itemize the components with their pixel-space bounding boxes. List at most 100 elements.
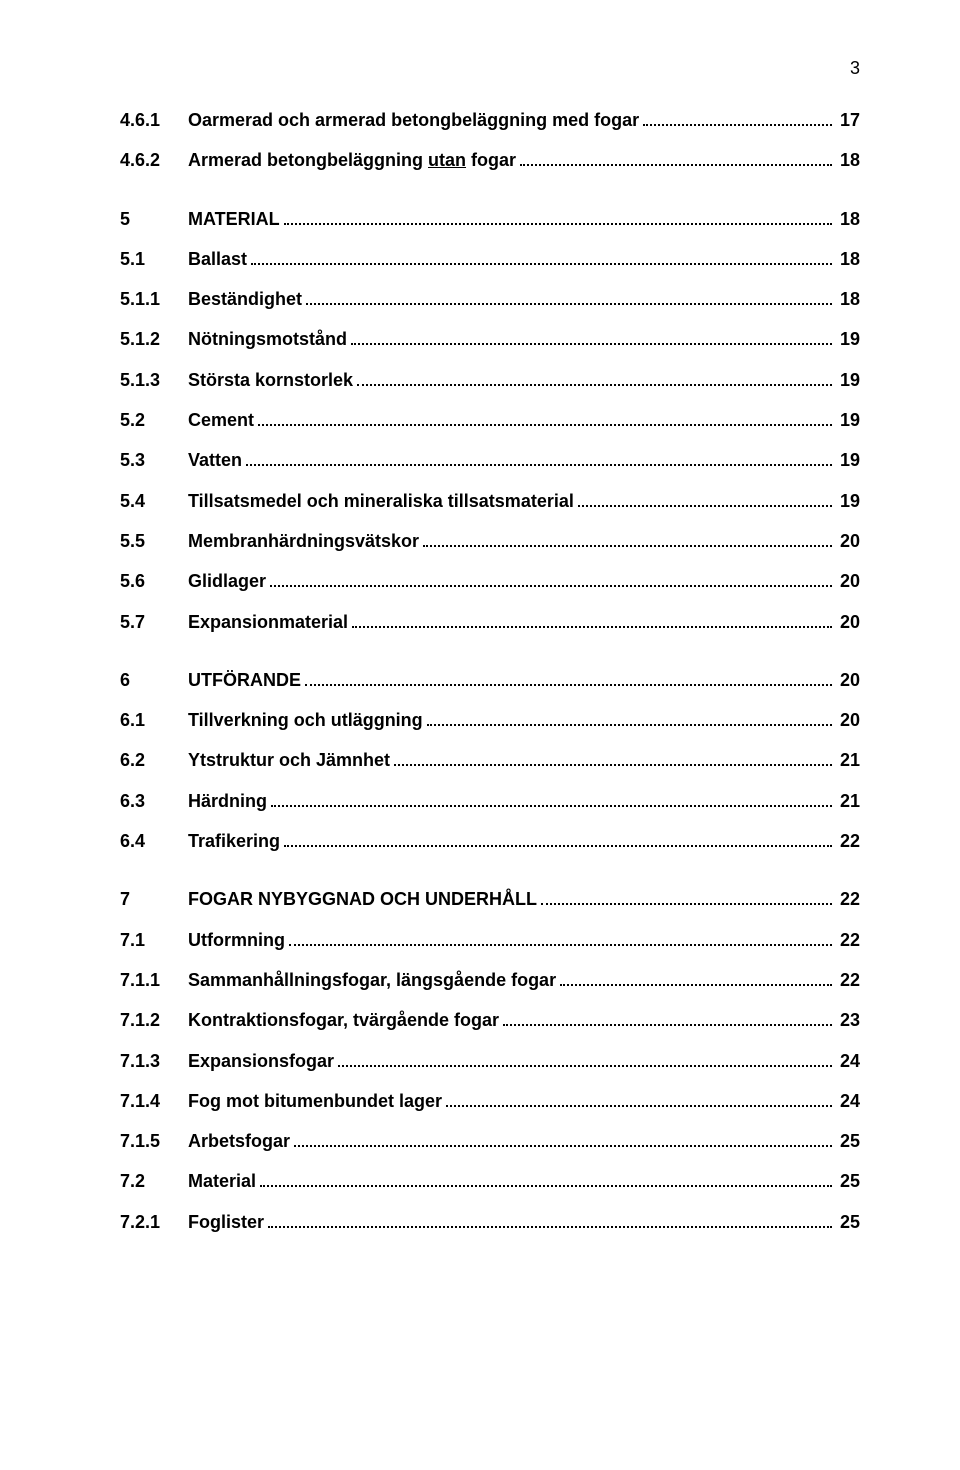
toc-title: Vatten [188, 448, 242, 472]
toc-number: 4.6.1 [120, 108, 188, 132]
toc-leader-dots [503, 1014, 832, 1026]
toc-leader-dots [289, 934, 832, 946]
toc-entry: 4.6.1Oarmerad och armerad betongbeläggni… [120, 108, 860, 132]
toc-page: 20 [836, 708, 860, 732]
toc-title: Ballast [188, 247, 247, 271]
toc-entry: 5.1.3Största kornstorlek 19 [120, 368, 860, 392]
toc-number: 6 [120, 668, 188, 692]
toc-entry: 7.1.4Fog mot bitumenbundet lager24 [120, 1089, 860, 1113]
toc-number: 7 [120, 887, 188, 911]
toc-title: Tillsatsmedel och mineraliska tillsatsma… [188, 489, 574, 513]
toc-entry: 7.1Utformning 22 [120, 928, 860, 952]
document-page: 3 4.6.1Oarmerad och armerad betongbelägg… [0, 0, 960, 1470]
toc-title: Oarmerad och armerad betongbeläggning me… [188, 108, 639, 132]
toc-leader-dots [270, 575, 832, 587]
toc-title: Expansionsfogar [188, 1049, 334, 1073]
table-of-contents: 4.6.1Oarmerad och armerad betongbeläggni… [120, 108, 860, 1234]
toc-page: 20 [836, 610, 860, 634]
toc-number: 4.6.2 [120, 148, 188, 172]
toc-page: 21 [836, 789, 860, 813]
toc-title: Trafikering [188, 829, 280, 853]
toc-number: 7.1.3 [120, 1049, 188, 1073]
toc-number: 7.1 [120, 928, 188, 952]
toc-number: 6.3 [120, 789, 188, 813]
toc-entry: 5.5Membranhärdningsvätskor20 [120, 529, 860, 553]
toc-leader-dots [260, 1176, 832, 1188]
toc-leader-dots [357, 374, 832, 386]
toc-leader-dots [294, 1135, 832, 1147]
toc-page: 25 [836, 1210, 860, 1234]
toc-leader-dots [423, 535, 832, 547]
toc-entry: 6.1Tillverkning och utläggning 20 [120, 708, 860, 732]
toc-title: Tillverkning och utläggning [188, 708, 423, 732]
toc-page: 19 [836, 408, 860, 432]
toc-title: UTFÖRANDE [188, 668, 301, 692]
toc-title: FOGAR NYBYGGNAD OCH UNDERHÅLL [188, 887, 537, 911]
toc-entry: 6.2Ytstruktur och Jämnhet21 [120, 748, 860, 772]
toc-title: Utformning [188, 928, 285, 952]
toc-leader-dots [394, 755, 832, 767]
toc-entry: 7.2.1Foglister25 [120, 1210, 860, 1234]
toc-number: 6.1 [120, 708, 188, 732]
toc-number: 5.7 [120, 610, 188, 634]
toc-page: 23 [836, 1008, 860, 1032]
toc-leader-dots [271, 795, 832, 807]
toc-leader-dots [258, 414, 832, 426]
toc-title: Foglister [188, 1210, 264, 1234]
toc-page: 24 [836, 1089, 860, 1113]
toc-number: 7.1.5 [120, 1129, 188, 1153]
toc-entry: 5.2Cement19 [120, 408, 860, 432]
toc-title: Kontraktionsfogar, tvärgående fogar [188, 1008, 499, 1032]
toc-leader-dots [251, 253, 832, 265]
toc-leader-dots [446, 1095, 832, 1107]
toc-leader-dots [268, 1216, 832, 1228]
toc-number: 6.4 [120, 829, 188, 853]
toc-leader-dots [284, 213, 832, 225]
toc-page: 22 [836, 887, 860, 911]
toc-entry: 5.1.2Nötningsmotstånd19 [120, 327, 860, 351]
toc-number: 5.2 [120, 408, 188, 432]
toc-page: 20 [836, 529, 860, 553]
toc-leader-dots [560, 974, 832, 986]
toc-page: 24 [836, 1049, 860, 1073]
toc-page: 22 [836, 928, 860, 952]
toc-entry: 7FOGAR NYBYGGNAD OCH UNDERHÅLL 22 [120, 887, 860, 911]
toc-leader-dots [578, 495, 832, 507]
toc-title: Beständighet [188, 287, 302, 311]
toc-page: 18 [836, 247, 860, 271]
toc-page: 20 [836, 569, 860, 593]
toc-leader-dots [305, 674, 832, 686]
toc-page: 25 [836, 1129, 860, 1153]
toc-entry: 7.1.1Sammanhållningsfogar, längsgående f… [120, 968, 860, 992]
toc-page: 19 [836, 489, 860, 513]
toc-number: 5.1.3 [120, 368, 188, 392]
toc-leader-dots [284, 835, 832, 847]
toc-page: 17 [836, 108, 860, 132]
toc-entry: 5.7Expansionmaterial 20 [120, 610, 860, 634]
toc-leader-dots [352, 616, 832, 628]
toc-title: MATERIAL [188, 207, 280, 231]
toc-page: 18 [836, 287, 860, 311]
toc-title: Härdning [188, 789, 267, 813]
toc-number: 5.1.1 [120, 287, 188, 311]
toc-leader-dots [306, 293, 832, 305]
toc-entry: 7.1.2Kontraktionsfogar, tvärgående fogar… [120, 1008, 860, 1032]
toc-page: 19 [836, 327, 860, 351]
toc-title: Expansionmaterial [188, 610, 348, 634]
toc-leader-dots [520, 154, 832, 166]
toc-leader-dots [351, 334, 832, 346]
toc-title: Ytstruktur och Jämnhet [188, 748, 390, 772]
toc-page: 19 [836, 368, 860, 392]
toc-page: 22 [836, 829, 860, 853]
toc-title: Största kornstorlek [188, 368, 353, 392]
toc-title: Glidlager [188, 569, 266, 593]
toc-number: 7.2 [120, 1169, 188, 1193]
toc-title: Arbetsfogar [188, 1129, 290, 1153]
toc-entry: 4.6.2Armerad betongbeläggning utan fogar… [120, 148, 860, 172]
toc-title: Armerad betongbeläggning utan fogar [188, 148, 516, 172]
toc-page: 18 [836, 207, 860, 231]
toc-leader-dots [246, 454, 832, 466]
toc-entry: 5.6Glidlager20 [120, 569, 860, 593]
toc-title: Material [188, 1169, 256, 1193]
page-number: 3 [850, 58, 860, 79]
